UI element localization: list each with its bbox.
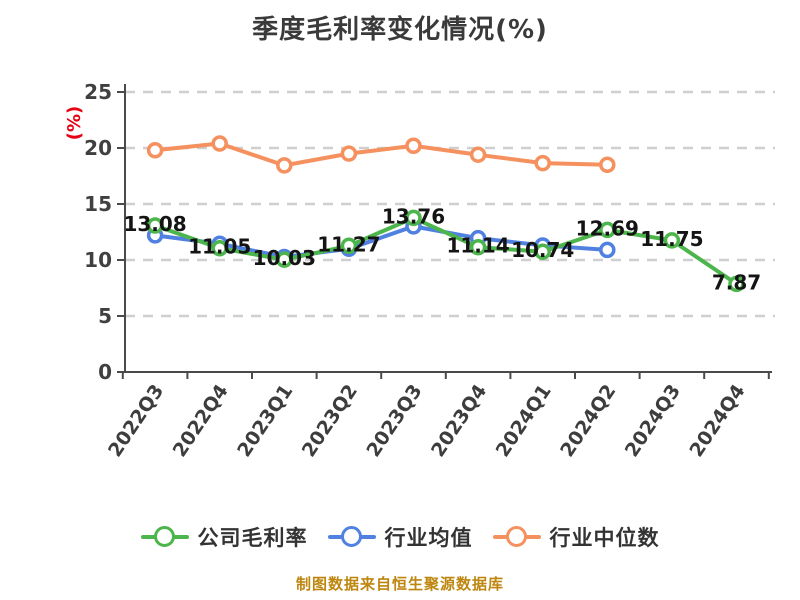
y-tick-label: 5 [98, 304, 112, 328]
legend-label: 行业均值 [384, 526, 473, 550]
data-point-公司毛利率 [340, 237, 358, 255]
x-category-label: 2023Q3 [362, 380, 426, 461]
data-point-公司毛利率 [469, 238, 487, 256]
series-line-行业均值 [153, 224, 610, 259]
chart-legend: 公司毛利率 行业均值 行业中位数 [0, 522, 800, 552]
data-point-行业中位数 [340, 145, 358, 162]
y-tick-label: 10 [84, 248, 112, 272]
data-label: 11.14 [446, 234, 509, 258]
data-point-行业中位数 [534, 154, 551, 172]
data-point-行业中位数 [405, 137, 422, 155]
legend-line-dot-icon [140, 525, 189, 549]
x-category-label: 2023Q4 [427, 380, 491, 461]
data-label: 11.27 [317, 232, 380, 256]
data-point-公司毛利率 [534, 243, 551, 260]
data-label: 11.75 [640, 227, 703, 251]
data-point-公司毛利率 [211, 239, 228, 257]
x-category-label: 2023Q1 [233, 380, 297, 461]
data-point-行业中位数 [469, 146, 487, 163]
data-point-行业中位数 [211, 135, 228, 152]
legend-item-行业中位数[interactable]: 行业中位数 [492, 522, 660, 552]
legend-label: 行业中位数 [549, 526, 660, 550]
y-tick-label: 25 [84, 80, 112, 104]
data-label: 13.76 [382, 204, 445, 228]
x-category-label: 2022Q4 [169, 380, 233, 461]
chart-title: 季度毛利率变化情况(%) [252, 15, 548, 45]
data-point-公司毛利率 [276, 251, 293, 268]
legend-line-dot-icon [327, 525, 376, 549]
x-category-label: 2024Q2 [556, 380, 620, 461]
data-point-公司毛利率 [728, 275, 745, 293]
series-line-公司毛利率 [153, 215, 739, 286]
y-tick-label: 0 [98, 360, 112, 384]
data-point-行业均值 [599, 241, 616, 259]
x-category-label: 2024Q4 [685, 380, 749, 461]
data-point-行业中位数 [146, 141, 164, 159]
data-point-公司毛利率 [405, 209, 422, 227]
data-point-公司毛利率 [663, 232, 681, 249]
x-category-label: 2023Q2 [298, 380, 362, 461]
data-label: 11.05 [188, 235, 251, 259]
data-point-行业中位数 [276, 157, 293, 174]
data-point-公司毛利率 [599, 221, 616, 239]
y-axis-unit-label: (%) [64, 106, 85, 141]
series-line-行业中位数 [153, 141, 610, 168]
x-category-label: 2024Q3 [621, 380, 685, 461]
data-label: 10.03 [253, 246, 316, 270]
data-label: 12.69 [576, 216, 639, 240]
data-label: 7.87 [712, 270, 761, 294]
data-source-note: 制图数据来自恒生聚源数据库 [295, 575, 504, 593]
y-tick-label: 20 [84, 136, 112, 160]
legend-item-行业均值[interactable]: 行业均值 [327, 522, 473, 552]
data-point-公司毛利率 [146, 217, 164, 234]
data-label: 10.74 [511, 238, 574, 262]
data-label: 13.08 [123, 212, 186, 236]
legend-item-公司毛利率[interactable]: 公司毛利率 [140, 522, 308, 552]
x-category-label: 2022Q3 [104, 380, 168, 461]
legend-label: 公司毛利率 [197, 526, 308, 550]
data-point-行业中位数 [599, 156, 616, 174]
x-category-label: 2024Q1 [492, 380, 556, 461]
legend-line-dot-icon [492, 525, 541, 549]
y-tick-label: 15 [84, 192, 112, 216]
